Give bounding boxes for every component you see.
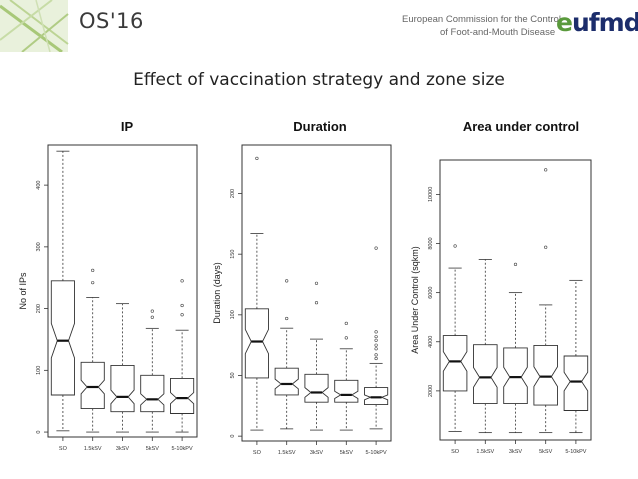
y-tick-label: 400 bbox=[36, 181, 42, 190]
y-axis-label: Area Under Control (sqkm) bbox=[410, 246, 420, 354]
outlier-point bbox=[374, 335, 378, 339]
outlier-point bbox=[314, 301, 319, 305]
y-axis-label: Duration (days) bbox=[212, 262, 222, 324]
panel-title-ip: IP bbox=[120, 119, 134, 134]
logo-letters: ufmd bbox=[571, 8, 638, 37]
y-tick-label: 6000 bbox=[428, 287, 434, 299]
outlier-point bbox=[344, 336, 348, 340]
notched-box bbox=[80, 361, 105, 410]
notched-box bbox=[334, 379, 359, 403]
notched-box bbox=[473, 344, 498, 405]
outlier-point bbox=[285, 316, 289, 321]
x-tick-label: SO bbox=[59, 446, 68, 452]
outlier-point bbox=[374, 356, 378, 361]
y-tick-label: 300 bbox=[36, 242, 42, 251]
y-tick-label: 0 bbox=[230, 435, 236, 438]
outlier-point bbox=[374, 338, 378, 342]
x-tick-label: 5kSV bbox=[539, 449, 552, 455]
conference-brand: OS'16 bbox=[79, 9, 144, 33]
outlier-point bbox=[91, 281, 95, 285]
x-tick-label: 1.5kSV bbox=[84, 446, 102, 452]
outlier-point bbox=[374, 347, 378, 351]
organization-name-line2: of Foot-and-Mouth Disease bbox=[440, 27, 556, 38]
y-tick-label: 2000 bbox=[428, 385, 434, 397]
outlier-point bbox=[314, 281, 319, 285]
organization-name-line1: European Commission for the Control bbox=[402, 14, 561, 25]
outlier-point bbox=[180, 279, 184, 283]
y-axis-label: No of IPs bbox=[18, 272, 28, 310]
outlier-point bbox=[544, 245, 548, 249]
x-tick-label: SO bbox=[451, 449, 460, 455]
x-tick-label: 3kSV bbox=[509, 449, 522, 455]
y-tick-label: 200 bbox=[230, 189, 236, 198]
y-tick-label: 100 bbox=[36, 366, 42, 375]
outlier-point bbox=[544, 168, 548, 172]
panel-title-duration: Duration bbox=[293, 119, 347, 134]
outlier-point bbox=[453, 244, 457, 248]
outlier-point bbox=[374, 246, 378, 250]
x-tick-label: SO bbox=[253, 450, 262, 456]
y-tick-label: 8000 bbox=[428, 237, 434, 249]
y-tick-label: 10000 bbox=[428, 187, 434, 202]
notched-box bbox=[274, 367, 299, 396]
outlier-point bbox=[91, 268, 95, 272]
outlier-point bbox=[285, 279, 289, 283]
outlier-point bbox=[255, 156, 259, 160]
outlier-point bbox=[150, 309, 154, 313]
notched-box bbox=[140, 374, 165, 413]
outlier-point bbox=[374, 343, 378, 347]
x-tick-label: 5-10kPV bbox=[172, 446, 193, 452]
x-tick-label: 5kSV bbox=[146, 446, 159, 452]
outlier-point bbox=[513, 262, 518, 266]
x-tick-label: 3kSV bbox=[116, 446, 129, 452]
slide-title: Effect of vaccination strategy and zone … bbox=[133, 70, 505, 90]
notched-box bbox=[244, 308, 269, 379]
notched-box bbox=[533, 344, 558, 406]
decorative-lines-logo bbox=[0, 0, 69, 52]
notched-box bbox=[503, 347, 528, 405]
x-tick-label: 1.5kSV bbox=[476, 449, 494, 455]
notched-box bbox=[442, 335, 468, 392]
outlier-point bbox=[180, 303, 184, 308]
notched-box bbox=[304, 373, 329, 403]
outlier-point bbox=[180, 313, 184, 317]
y-tick-label: 50 bbox=[230, 372, 236, 378]
outlier-point bbox=[374, 353, 378, 357]
y-tick-label: 200 bbox=[36, 304, 42, 313]
y-tick-label: 4000 bbox=[428, 336, 434, 348]
logo-letter-e: e bbox=[556, 8, 573, 37]
slide-header: OS'16 European Commission for the Contro… bbox=[0, 0, 638, 52]
notched-box bbox=[110, 364, 135, 413]
x-tick-label: 3kSV bbox=[310, 450, 323, 456]
notched-box bbox=[170, 377, 195, 414]
x-tick-label: 1.5kSV bbox=[278, 450, 296, 456]
notched-box bbox=[364, 387, 389, 406]
outlier-point bbox=[374, 330, 378, 334]
eufmd-logo: eufmd bbox=[556, 8, 638, 37]
y-tick-label: 150 bbox=[230, 250, 236, 259]
outlier-point bbox=[344, 321, 348, 325]
notched-box bbox=[563, 355, 589, 411]
x-tick-label: 5-10kPV bbox=[366, 450, 387, 456]
notched-box bbox=[50, 280, 75, 396]
x-tick-label: 5kSV bbox=[340, 450, 353, 456]
y-tick-label: 0 bbox=[36, 431, 42, 434]
outlier-point bbox=[150, 315, 154, 319]
x-tick-label: 5-10kPV bbox=[565, 449, 586, 455]
y-tick-label: 100 bbox=[230, 310, 236, 319]
panel-title-area: Area under control bbox=[462, 119, 580, 134]
